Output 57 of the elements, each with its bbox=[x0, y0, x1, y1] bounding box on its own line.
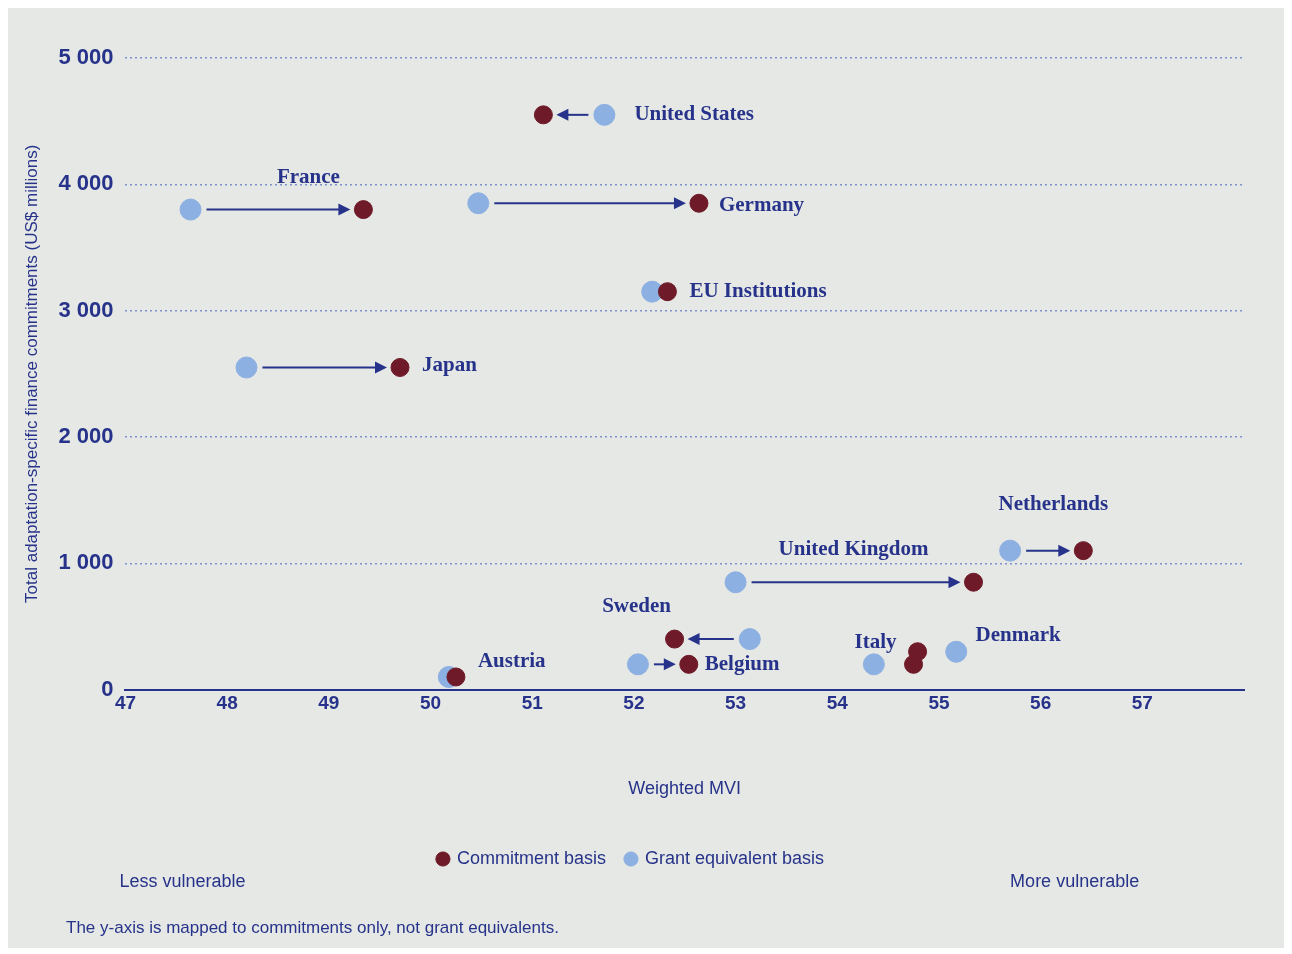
x-tick-label: 49 bbox=[318, 692, 340, 714]
point bbox=[467, 192, 490, 215]
annotation: Germany bbox=[718, 191, 805, 216]
legend-label: Commitment basis bbox=[456, 847, 606, 868]
x-tick-label: 52 bbox=[623, 692, 645, 714]
point bbox=[908, 642, 928, 662]
point bbox=[390, 357, 410, 377]
annotation: France bbox=[276, 164, 340, 189]
point bbox=[945, 640, 968, 663]
annotation: Austria bbox=[477, 648, 547, 673]
x-tick-label: 56 bbox=[1030, 692, 1052, 714]
point bbox=[862, 653, 885, 676]
point bbox=[1073, 541, 1093, 561]
point bbox=[593, 103, 616, 126]
annotation: Denmark bbox=[975, 622, 1062, 647]
point bbox=[353, 200, 373, 220]
legend-label: Grant equivalent basis bbox=[644, 847, 825, 868]
point bbox=[689, 193, 709, 213]
y-tick-label: 4 000 bbox=[58, 170, 114, 196]
x-tick-label: 54 bbox=[826, 692, 849, 714]
text: More vulnerable bbox=[1010, 870, 1140, 891]
x-tick-label: 50 bbox=[419, 692, 442, 714]
text: The y-axis is mapped to commitments only, not grant equivalents. bbox=[66, 917, 559, 937]
x-tick-label: 48 bbox=[216, 692, 238, 714]
point bbox=[738, 628, 761, 651]
annotation: Belgium bbox=[704, 650, 780, 675]
x-tick-label: 47 bbox=[114, 692, 137, 714]
x-tick-label: 53 bbox=[725, 692, 747, 714]
point bbox=[657, 282, 677, 302]
y-tick-label: 2 000 bbox=[58, 423, 114, 449]
point bbox=[533, 105, 553, 125]
x-tick-label: 51 bbox=[521, 692, 544, 714]
point bbox=[679, 654, 699, 674]
point bbox=[626, 653, 649, 676]
point bbox=[235, 356, 258, 379]
x-tick-label: 55 bbox=[928, 692, 950, 714]
text: Less vulnerable bbox=[119, 870, 246, 891]
annotation: United Kingdom bbox=[778, 535, 929, 560]
point bbox=[665, 629, 685, 649]
y-tick-label: 5 000 bbox=[58, 44, 114, 70]
point bbox=[446, 667, 466, 687]
point bbox=[999, 539, 1022, 562]
point bbox=[964, 572, 984, 592]
x-axis-title: Weighted MVI bbox=[628, 778, 742, 799]
point bbox=[179, 198, 202, 221]
y-tick-label: 3 000 bbox=[58, 296, 114, 322]
point bbox=[724, 571, 747, 594]
annotation: Netherlands bbox=[998, 491, 1109, 516]
x-tick-label: 57 bbox=[1131, 692, 1153, 714]
annotation: Japan bbox=[422, 351, 478, 376]
y-tick-label: 0 bbox=[101, 675, 114, 701]
annotation: Italy bbox=[854, 628, 898, 653]
y-axis-title: Total adaptation-specific finance commitments (US$ millions) bbox=[21, 144, 41, 603]
annotation: EU Institutions bbox=[689, 278, 827, 303]
annotation: United States bbox=[634, 101, 754, 126]
y-tick-label: 1 000 bbox=[58, 549, 114, 575]
annotation: Sweden bbox=[602, 593, 672, 618]
